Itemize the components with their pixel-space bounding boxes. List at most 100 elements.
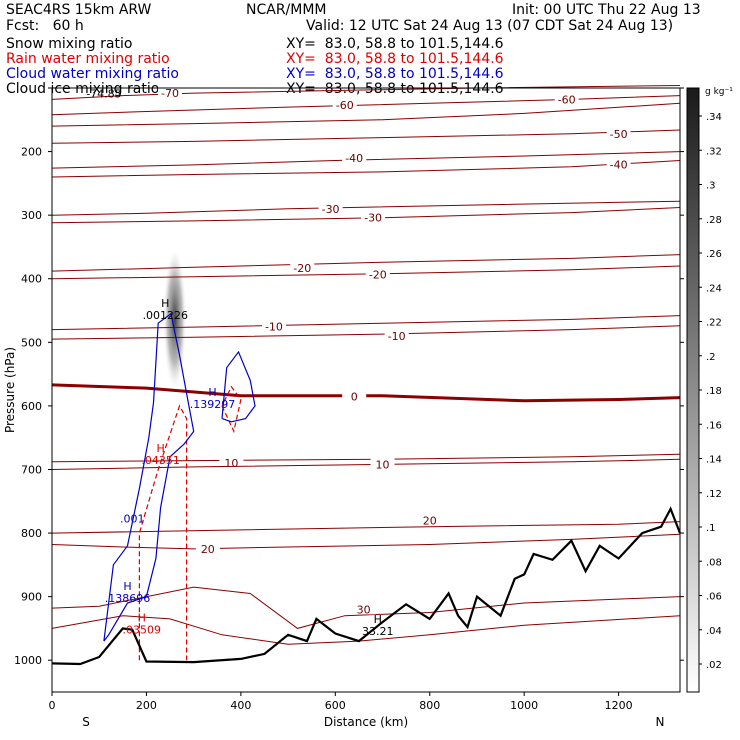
temperature-contour (51, 151, 681, 169)
x-axis-label: Distance (km) (324, 715, 408, 729)
colorbar-tick-label: .3 (706, 181, 716, 192)
colorbar-tick-label: .32 (706, 146, 722, 157)
colorbar-tick-label: .16 (706, 420, 722, 431)
temperature-contour-label: 10 (376, 458, 390, 471)
field-xy-rain: XY= 83.0, 58.8 to 101.5,144.6 (286, 51, 504, 67)
x-tick-label: 1200 (605, 699, 633, 712)
annotation-value: .001226 (143, 309, 189, 322)
org-label: NCAR/MMM (246, 2, 327, 18)
colorbar-tick-label: .06 (706, 592, 722, 603)
colorbar-tick-label: .08 (706, 557, 722, 568)
contour-label-bg (342, 389, 367, 402)
valid-label: Valid: 12 UTC Sat 24 Aug 13 (07 CDT Sat … (306, 18, 674, 34)
colorbar-tick-label: .12 (706, 489, 722, 500)
colorbar-tick-label: .2 (706, 352, 716, 363)
temperature-contour-label: 10 (224, 457, 238, 470)
field-xy-cloud-water: XY= 83.0, 58.8 to 101.5,144.6 (286, 66, 504, 82)
y-tick-label: 200 (21, 146, 42, 159)
y-tick-label: 900 (21, 591, 42, 604)
annotation-value: .03509 (122, 624, 161, 637)
colorbar-tick-label: .22 (706, 318, 722, 329)
contour-label-bg (261, 319, 286, 332)
cloud-water-contour (221, 350, 256, 423)
colorbar-tick-label: .1 (706, 523, 716, 534)
temperature-contour (51, 102, 681, 127)
colorbar-tick-label: .24 (706, 283, 722, 294)
annotation-value: 33.21 (362, 625, 394, 638)
temperature-contour-label: 20 (201, 543, 215, 556)
contour-label-bg (606, 126, 631, 139)
contour-label-bg (219, 456, 244, 469)
colorbar-tick-label: .04 (706, 626, 722, 637)
temperature-contour-label: -20 (369, 268, 387, 281)
x-tick-label: 1000 (510, 699, 538, 712)
temperature-contour-label: -30 (364, 212, 382, 225)
x-tick-label: 400 (230, 699, 251, 712)
temperature-contour-label: -40 (345, 152, 363, 165)
rain-water-contour (221, 385, 242, 434)
field-xy-snow: XY= 83.0, 58.8 to 101.5,144.6 (286, 36, 504, 52)
contour-label-bg (361, 210, 386, 223)
forecast-label: Fcst: 60 h (6, 18, 84, 34)
temperature-contour-label: -10 (388, 330, 406, 343)
temperature-contour (51, 383, 681, 403)
contour-label-bg (417, 513, 442, 526)
x-tick-label: 0 (49, 699, 56, 712)
colorbar-unit: g kg⁻¹ (705, 87, 733, 97)
contour-label-bg (158, 86, 183, 99)
contour-label-bg (332, 98, 357, 111)
x-tick-label: 200 (136, 699, 157, 712)
temperature-contour-label: 0 (351, 390, 358, 403)
x-tick-label: 600 (325, 699, 346, 712)
temperature-contour (51, 315, 681, 331)
model-title: SEAC4RS 15km ARW (6, 2, 152, 18)
field-name-cloud-water: Cloud water mixing ratio (6, 66, 179, 82)
temperature-contour (51, 160, 681, 178)
y-tick-label: 300 (21, 209, 42, 222)
annotation-value: -74.85 (86, 88, 121, 101)
annotation-value: .04351 (141, 454, 180, 467)
contour-label-bg (370, 457, 395, 470)
contour-label-bg (554, 92, 579, 105)
temperature-contour (51, 254, 681, 272)
x-end-label-north: N (656, 715, 665, 729)
init-label: Init: 00 UTC Thu 22 Aug 13 (512, 2, 701, 18)
y-axis-label: Pressure (hPa) (3, 347, 17, 433)
temperature-contour-label: -70 (161, 87, 179, 100)
rain-water-contour (138, 404, 188, 661)
annotation-marker: H (123, 580, 131, 593)
annotation-value: .138696 (105, 592, 151, 605)
temperature-contour (51, 325, 681, 340)
colorbar-tick-label: .34 (706, 112, 722, 123)
temperature-contour (51, 95, 681, 116)
cloud-water-contour (103, 312, 195, 642)
temperature-contour-label: -60 (336, 99, 354, 112)
temperature-contour (51, 521, 681, 534)
contour-label-bg (195, 541, 220, 554)
contour-label-bg (342, 150, 367, 163)
colorbar-tick-label: .28 (706, 215, 722, 226)
field-xy-cloud-ice: XY= 83.0, 58.8 to 101.5,144.6 (286, 81, 504, 97)
temperature-contour-label: -20 (293, 262, 311, 275)
x-tick-label: 800 (419, 699, 440, 712)
temperature-contour (51, 533, 681, 550)
y-tick-label: 1000 (14, 654, 42, 667)
annotation-value: .139297 (190, 398, 236, 411)
temperature-contour (51, 586, 681, 629)
annotation-marker: H (374, 613, 382, 626)
y-tick-label: 400 (21, 273, 42, 286)
y-tick-label: 600 (21, 400, 42, 413)
x-end-label-south: S (82, 715, 90, 729)
colorbar-tick-label: .02 (706, 660, 722, 671)
annotation-marker: H (208, 386, 216, 399)
temperature-contour-label: -40 (610, 158, 628, 171)
field-name-cloud-ice: Cloud ice mixing ratio (6, 81, 160, 97)
y-tick-label: 700 (21, 463, 42, 476)
colorbar-tick-label: .26 (706, 249, 722, 260)
annotation-marker: H (138, 612, 146, 625)
contour-label-bg (318, 201, 343, 214)
contour-label-bg (384, 328, 409, 341)
temperature-contour (51, 615, 681, 645)
annotation-value: .001 (120, 512, 145, 525)
